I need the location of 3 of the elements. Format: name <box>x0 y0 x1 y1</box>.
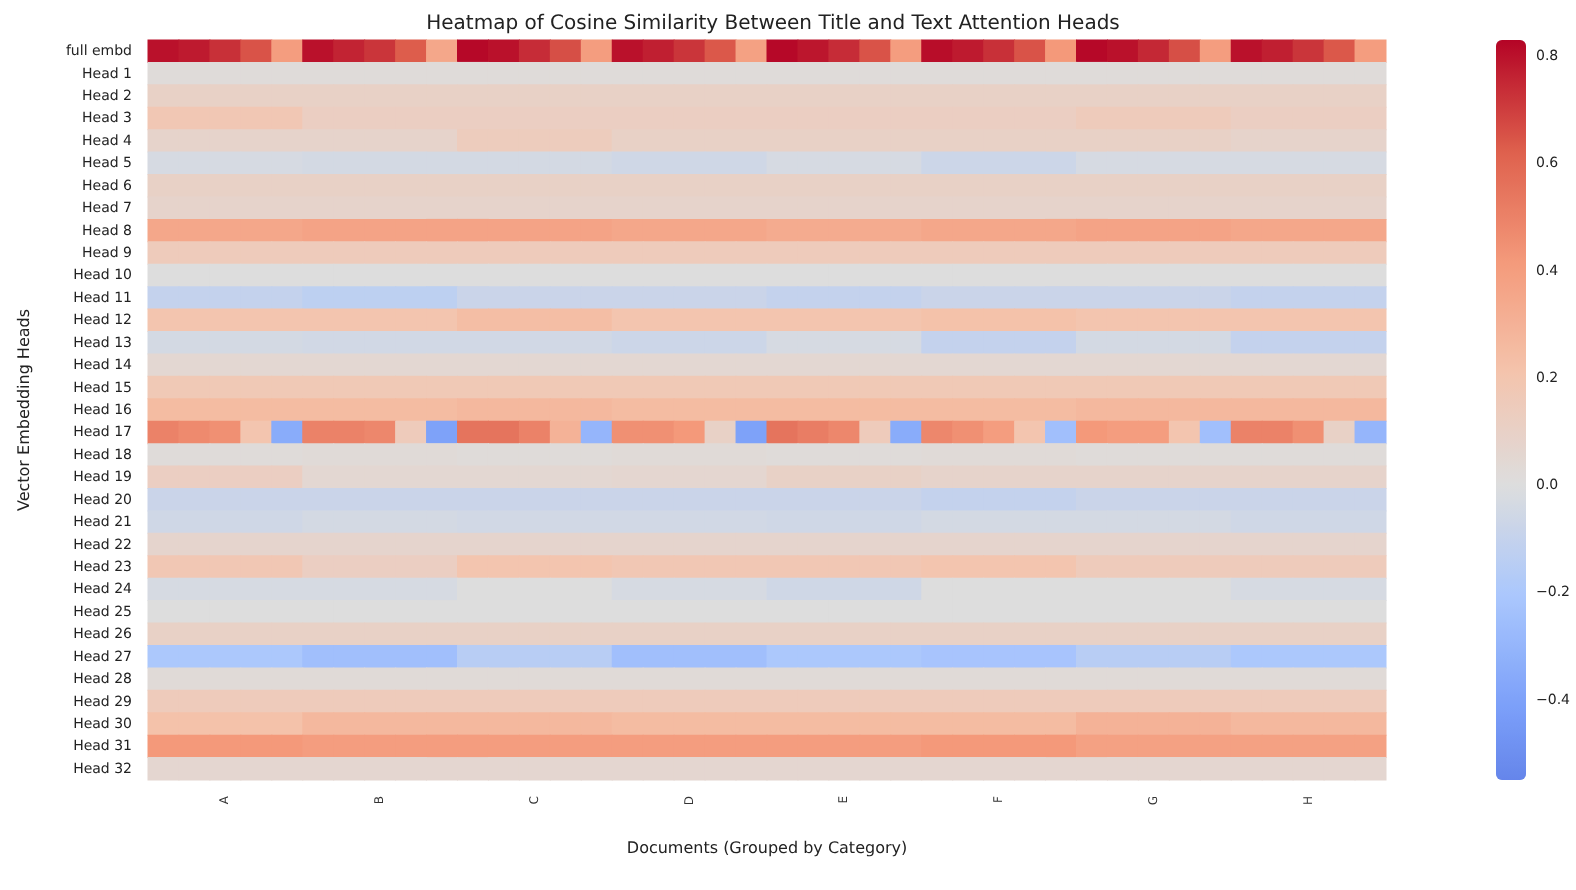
chart-title: Heatmap of Cosine Similarity Between Title and Text Attention Heads <box>426 13 1120 35</box>
y-axis-title: Vector Embedding Heads <box>15 308 33 512</box>
x-axis-title: Documents (Grouped by Category) <box>626 839 908 857</box>
